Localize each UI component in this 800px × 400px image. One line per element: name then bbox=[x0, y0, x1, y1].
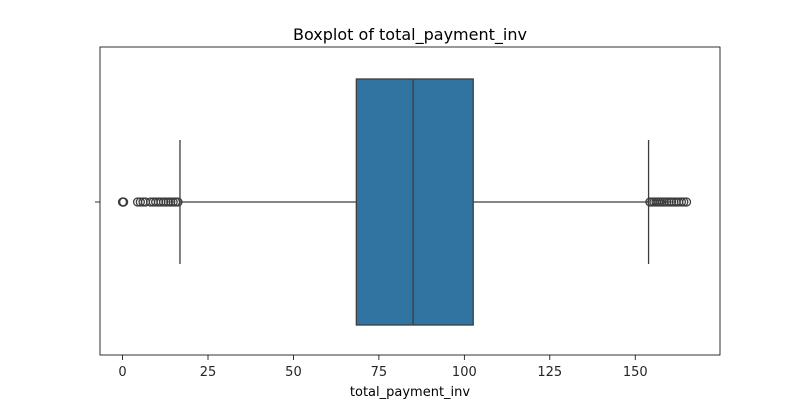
outlier-point bbox=[659, 197, 669, 207]
x-tick-label: 0 bbox=[118, 365, 126, 380]
x-tick-label: 50 bbox=[285, 365, 302, 380]
outlier-point bbox=[170, 197, 181, 207]
outlier-point bbox=[135, 197, 145, 207]
x-tick-label: 75 bbox=[371, 365, 388, 380]
x-tick-label: 100 bbox=[452, 365, 477, 380]
x-tick-label: 25 bbox=[200, 365, 217, 380]
outlier-point bbox=[118, 197, 129, 207]
outlier-point bbox=[173, 197, 183, 207]
outlier-point bbox=[676, 197, 687, 207]
outlier-point bbox=[163, 197, 174, 207]
outlier-point bbox=[679, 197, 689, 207]
outlier-point bbox=[158, 197, 169, 207]
outlier-point bbox=[166, 197, 176, 207]
plot-frame bbox=[99, 46, 721, 356]
outlier-point bbox=[681, 197, 692, 207]
x-tick-label: 125 bbox=[537, 365, 562, 380]
x-axis: 0 25 50 75 100 125 150 bbox=[118, 355, 648, 380]
x-axis-label: total_payment_inv bbox=[350, 385, 470, 400]
outlier-point bbox=[662, 197, 672, 207]
plot-area bbox=[117, 78, 692, 326]
x-tick-label: 150 bbox=[623, 365, 648, 380]
outlier-point bbox=[664, 197, 674, 207]
outlier-point bbox=[666, 197, 677, 207]
iqr-box bbox=[355, 78, 474, 326]
outlier-point bbox=[168, 197, 178, 207]
chart-title: Boxplot of total_payment_inv bbox=[293, 25, 527, 45]
outlier-point bbox=[161, 197, 171, 207]
